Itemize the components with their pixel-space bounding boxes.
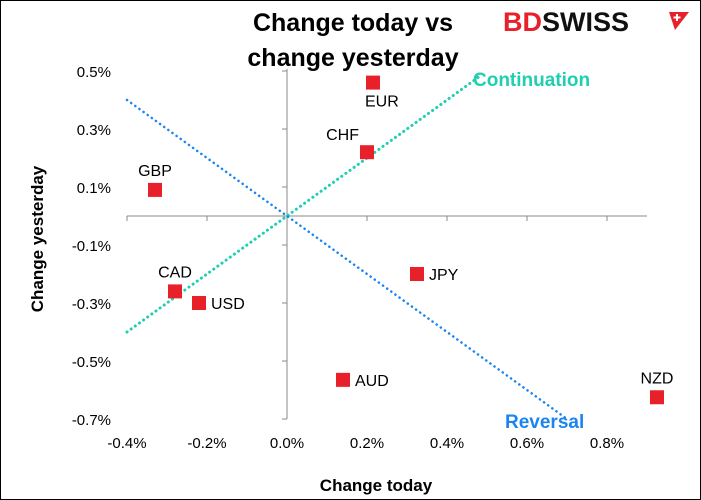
continuation-line: [125, 75, 481, 334]
logo-bd: BD: [503, 7, 542, 37]
point-nzd: [650, 390, 664, 405]
x-tick-label: 0.4%: [430, 435, 464, 452]
y-tick-label: 0.5%: [77, 64, 111, 81]
point-cad: [168, 284, 182, 299]
continuation-label: Continuation: [473, 70, 590, 91]
reversal-label: Reversal: [505, 412, 584, 433]
chart-title-line-2: change yesterday: [247, 44, 458, 72]
point-eur: [366, 75, 380, 90]
x-tick-label: -0.2%: [187, 435, 226, 452]
point-jpy: [410, 267, 424, 281]
point-label-usd: USD: [211, 296, 245, 313]
y-tick-label: -0.1%: [72, 238, 111, 255]
point-chf: [360, 145, 374, 160]
y-tick-label: -0.7%: [72, 412, 111, 429]
y-tick-label: 0.3%: [77, 122, 111, 139]
y-tick-label: 0.1%: [77, 180, 111, 197]
y-tick-label: -0.3%: [72, 296, 111, 313]
point-usd: [192, 296, 206, 310]
point-label-cad: CAD: [158, 264, 192, 281]
y-axis-label: Change yesterday: [28, 165, 47, 312]
point-label-nzd: NZD: [641, 370, 674, 387]
x-tick-label: 0.6%: [510, 435, 544, 452]
point-label-gbp: GBP: [138, 163, 172, 180]
x-tick-label: 0.2%: [350, 435, 384, 452]
x-tick-label: 0.8%: [590, 435, 624, 452]
svg-text:BDSWISS: BDSWISS: [503, 7, 629, 37]
reversal-line: [125, 98, 569, 421]
x-tick-label: -0.4%: [107, 435, 146, 452]
x-tick-label: 0.0%: [270, 435, 304, 452]
logo-flag-icon: [669, 12, 689, 30]
point-label-aud: AUD: [355, 373, 389, 390]
point-label-chf: CHF: [326, 127, 359, 144]
point-label-eur: EUR: [365, 94, 399, 111]
point-label-jpy: JPY: [429, 267, 459, 284]
point-aud: [336, 372, 350, 387]
chart-title-line-1: Change today vs: [253, 9, 453, 37]
y-tick-label: -0.5%: [72, 354, 111, 371]
point-gbp: [148, 182, 162, 197]
logo-cross-icon: [673, 14, 681, 21]
logo-swiss: SWISS: [542, 7, 629, 37]
bdswiss-logo: BDSWISS: [503, 7, 689, 37]
x-axis-label: Change today: [320, 476, 433, 495]
